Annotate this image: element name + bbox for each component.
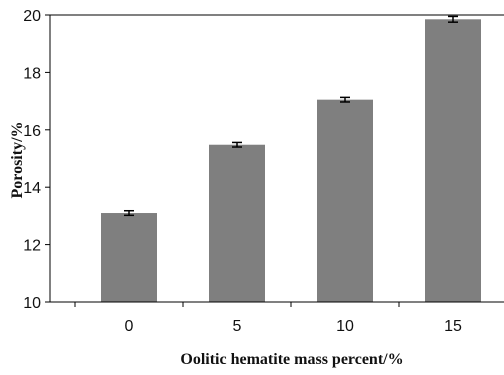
plot-area: 10 12 14 16 18 20 0 5 10 15 (23, 8, 504, 335)
y-tick-label-12: 12 (23, 238, 41, 255)
y-tick-label-16: 16 (23, 123, 41, 140)
y-axis-label: Porosity/% (9, 121, 26, 198)
bar-10 (317, 99, 373, 302)
y-tick-label-20: 20 (23, 8, 41, 25)
y-tick-label-14: 14 (23, 180, 41, 197)
error-bars (124, 15, 458, 217)
bar-15 (425, 19, 481, 303)
bars (101, 19, 481, 303)
x-tick-label-10: 10 (336, 318, 354, 335)
x-tick-label-5: 5 (233, 318, 242, 335)
y-ticks: 10 12 14 16 18 20 (23, 8, 50, 312)
bar-5 (209, 144, 265, 302)
x-tick-label-0: 0 (125, 318, 134, 335)
x-ticks: 0 5 10 15 (74, 302, 462, 335)
x-axis-label: Oolitic hematite mass percent/% (180, 351, 403, 368)
bar-0 (101, 213, 157, 302)
y-tick-label-18: 18 (23, 65, 41, 82)
y-tick-label-10: 10 (23, 295, 41, 312)
x-tick-label-15: 15 (444, 318, 462, 335)
